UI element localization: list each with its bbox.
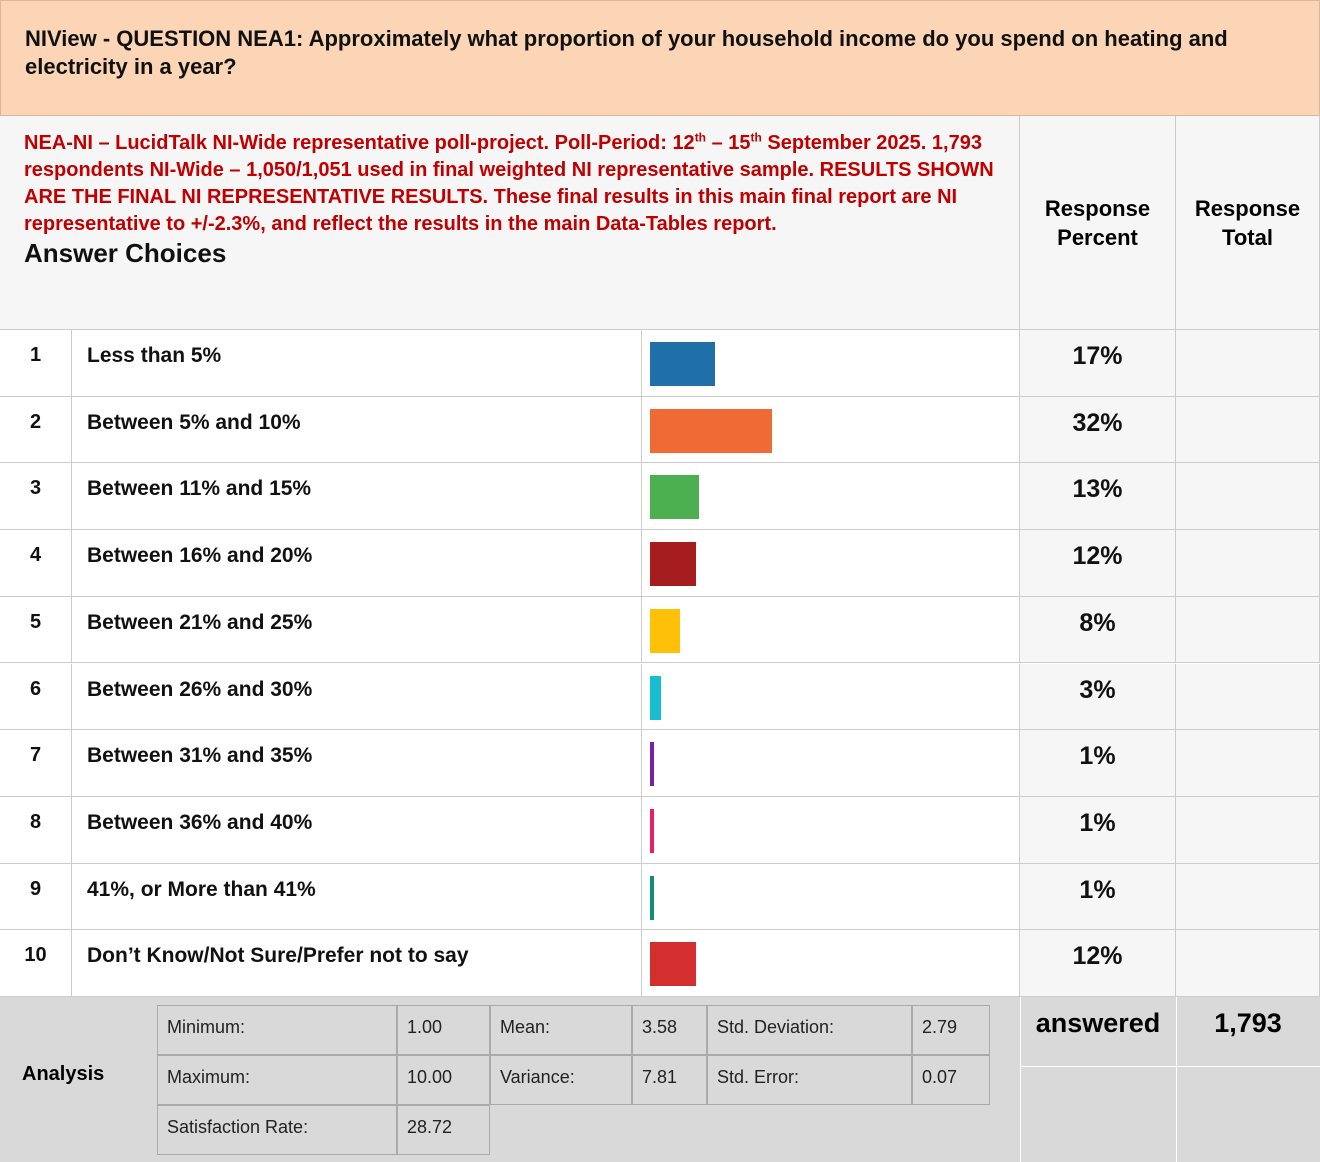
row-percent: 3% — [1020, 663, 1176, 731]
row-total — [1176, 796, 1320, 864]
row-index: 9 — [0, 863, 72, 931]
bar — [650, 808, 654, 853]
row-percent: 17% — [1020, 330, 1176, 397]
total-header: Response Total — [1176, 116, 1320, 330]
answer-choices-header: Answer Choices — [24, 238, 227, 268]
bar — [650, 542, 696, 587]
row-index: 4 — [0, 530, 72, 597]
answered-label: answered — [1035, 1008, 1161, 1038]
stat-name: Variance: — [490, 1055, 632, 1105]
row-label: Less than 5% — [72, 330, 642, 397]
row-percent: 12% — [1020, 930, 1176, 997]
row-total — [1176, 730, 1320, 797]
row-label: Between 11% and 15% — [72, 463, 642, 531]
row-total — [1176, 663, 1320, 731]
row-label: Between 5% and 10% — [72, 396, 642, 464]
stat-name: Std. Deviation: — [707, 1005, 912, 1055]
row-percent: 12% — [1020, 530, 1176, 597]
bar-cell — [642, 330, 1020, 397]
row-index: 1 — [0, 330, 72, 397]
divider — [1020, 997, 1021, 1162]
subtitle-text: NEA-NI – LucidTalk NI-Wide representativ… — [24, 132, 695, 154]
row-total — [1176, 330, 1320, 397]
row-percent: 13% — [1020, 463, 1176, 531]
percent-header: Response Percent — [1020, 116, 1176, 330]
stat-value: 0.07 — [912, 1055, 990, 1105]
subtitle-text: – 15 — [706, 132, 751, 154]
bar-cell — [642, 930, 1020, 997]
analysis-label: Analysis — [22, 1063, 105, 1085]
stat-name: Maximum: — [157, 1055, 397, 1105]
row-percent: 1% — [1020, 730, 1176, 797]
stat-value: 3.58 — [632, 1005, 707, 1055]
row-index: 2 — [0, 396, 72, 464]
row-total — [1176, 596, 1320, 664]
row-index: 6 — [0, 663, 72, 731]
bar — [650, 875, 654, 920]
stat-name: Mean: — [490, 1005, 632, 1055]
bar-cell — [642, 730, 1020, 797]
row-label: Between 31% and 35% — [72, 730, 642, 797]
row-label: Between 36% and 40% — [72, 796, 642, 864]
bar-cell — [642, 863, 1020, 931]
row-index: 5 — [0, 596, 72, 664]
bar — [650, 475, 700, 520]
row-percent: 32% — [1020, 396, 1176, 464]
row-label: 41%, or More than 41% — [72, 863, 642, 931]
title: NIView - QUESTION NEA1: Approximately wh… — [0, 0, 1320, 116]
row-total — [1176, 396, 1320, 464]
header-text: Response Percent — [1044, 195, 1151, 250]
bar — [650, 675, 662, 720]
superscript: th — [694, 130, 707, 145]
stat-value: 2.79 — [912, 1005, 990, 1055]
row-index: 10 — [0, 930, 72, 997]
row-label: Between 26% and 30% — [72, 663, 642, 731]
bar-cell — [642, 663, 1020, 731]
row-label: Between 21% and 25% — [72, 596, 642, 664]
row-index: 8 — [0, 796, 72, 864]
bar — [650, 942, 696, 987]
bar-cell — [642, 530, 1020, 597]
row-label: Between 16% and 20% — [72, 530, 642, 597]
answered-total: 1,793 — [1214, 1008, 1282, 1038]
subtitle: NEA-NI – LucidTalk NI-Wide representativ… — [24, 130, 995, 238]
stat-value: 1.00 — [397, 1005, 490, 1055]
bar-cell — [642, 596, 1020, 664]
bar — [650, 608, 681, 653]
bar-cell — [642, 396, 1020, 464]
row-percent: 8% — [1020, 596, 1176, 664]
row-total — [1176, 463, 1320, 531]
row-index: 7 — [0, 730, 72, 797]
bar-cell — [642, 463, 1020, 531]
stat-value: 7.81 — [632, 1055, 707, 1105]
header-cell: NEA-NI – LucidTalk NI-Wide representativ… — [0, 116, 1020, 330]
stat-value: 28.72 — [397, 1105, 490, 1155]
row-index: 3 — [0, 463, 72, 531]
bar — [650, 408, 772, 453]
bar-cell — [642, 796, 1020, 864]
superscript: th — [750, 130, 762, 145]
stat-name: Std. Error: — [707, 1055, 912, 1105]
row-label: Don’t Know/Not Sure/Prefer not to say — [72, 930, 642, 997]
row-total — [1176, 930, 1320, 997]
row-total — [1176, 863, 1320, 931]
row-total — [1176, 530, 1320, 597]
bar — [650, 742, 654, 787]
stat-name: Minimum: — [157, 1005, 397, 1055]
header-text: Response Total — [1194, 195, 1301, 250]
stat-value: 10.00 — [397, 1055, 490, 1105]
row-percent: 1% — [1020, 863, 1176, 931]
row-percent: 1% — [1020, 796, 1176, 864]
divider — [1176, 997, 1177, 1162]
divider — [1020, 1066, 1320, 1067]
subtitle-text: September 2025. 1,793 respondents NI-Wid… — [24, 132, 994, 235]
bar — [650, 342, 715, 386]
stat-name: Satisfaction Rate: — [157, 1105, 397, 1155]
